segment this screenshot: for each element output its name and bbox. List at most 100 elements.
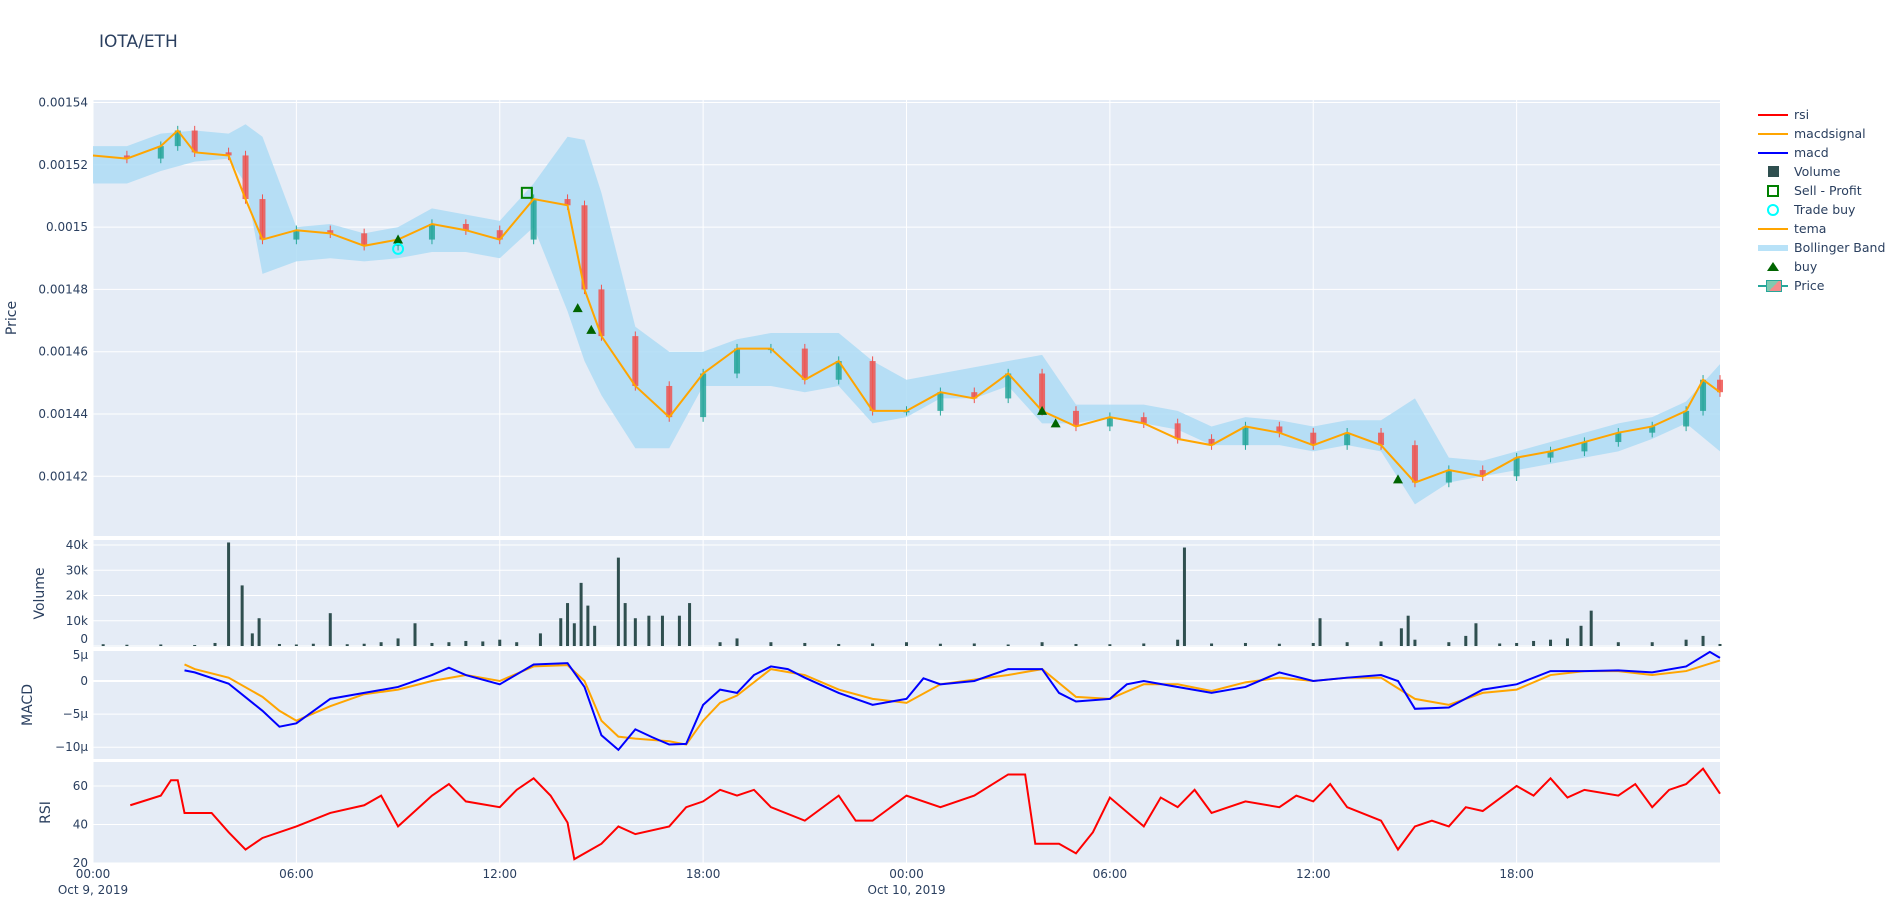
- legend-label: Sell - Profit: [1794, 183, 1862, 198]
- legend-label: macdsignal: [1794, 126, 1866, 141]
- candle: [835, 361, 842, 380]
- candle: [157, 146, 164, 159]
- buy-marker: [586, 324, 597, 334]
- candle: [581, 205, 588, 290]
- volume-bar: [430, 642, 434, 646]
- candle: [801, 348, 808, 380]
- x-tick-label: 06:00: [1093, 867, 1128, 881]
- legend-item-volume[interactable]: Volume: [1756, 162, 1885, 181]
- rsi-axis-title: RSI: [38, 801, 54, 824]
- volume-bar: [250, 633, 254, 646]
- volume-bar: [566, 603, 570, 646]
- volume-bar: [159, 644, 163, 646]
- legend-item-rsi[interactable]: rsi: [1756, 105, 1885, 124]
- legend-item-bollinger-band[interactable]: Bollinger Band: [1756, 238, 1885, 257]
- volume-bar: [1210, 643, 1214, 646]
- volume-bar: [515, 642, 519, 646]
- volume-bar: [1701, 635, 1705, 646]
- volume-bar: [447, 642, 451, 646]
- x-tick-label: 12:00: [482, 867, 517, 881]
- legend-item-trade-buy[interactable]: Trade buy: [1756, 200, 1885, 219]
- candle: [530, 199, 537, 240]
- volume-bar: [938, 643, 942, 646]
- legend-label: Volume: [1794, 164, 1841, 179]
- candle: [191, 130, 198, 153]
- candle: [259, 199, 266, 240]
- rsi-tick-label: 20: [73, 856, 88, 870]
- candle: [1378, 432, 1385, 446]
- volume-bar: [1650, 642, 1654, 646]
- candle: [971, 392, 978, 399]
- volume-bar: [328, 613, 332, 646]
- candle: [293, 230, 300, 240]
- legend-item-macdsignal[interactable]: macdsignal: [1756, 124, 1885, 143]
- volume-bar: [277, 643, 281, 646]
- candle: [734, 348, 741, 374]
- rsi-tick-label: 60: [73, 779, 88, 793]
- volume-bar: [586, 605, 590, 646]
- legend: rsi macdsignal macd Volume Sell - Profit Trad…: [1756, 105, 1885, 295]
- price-tick-label: 0.00154: [38, 96, 88, 110]
- volume-bar: [538, 633, 542, 646]
- candle: [174, 130, 181, 147]
- volume-bar: [623, 603, 627, 646]
- open-circle-legend-icon: [1756, 200, 1790, 219]
- bollinger-band: [93, 124, 1720, 505]
- candle: [1581, 442, 1588, 452]
- volume-bar: [677, 615, 681, 646]
- candle: [1174, 423, 1181, 439]
- volume-bar: [593, 625, 597, 646]
- legend-item-sell-profit[interactable]: Sell - Profit: [1756, 181, 1885, 200]
- volume-bar: [396, 638, 400, 646]
- volume-bar: [1474, 623, 1478, 646]
- volume-bar: [1565, 638, 1569, 646]
- macd-axis-title: MACD: [20, 684, 36, 726]
- candle: [700, 373, 707, 418]
- candle: [1717, 379, 1723, 393]
- candle: [1242, 426, 1249, 446]
- price-tick-label: 0.0015: [46, 220, 88, 234]
- legend-item-buy[interactable]: buy: [1756, 257, 1885, 276]
- candle: [1445, 470, 1452, 483]
- price-tick-label: 0.00152: [38, 158, 88, 172]
- volume-bar: [498, 639, 502, 646]
- volume-bar: [1311, 642, 1315, 646]
- buy-marker: [572, 303, 583, 313]
- legend-item-price[interactable]: Price: [1756, 276, 1885, 295]
- legend-label: Bollinger Band: [1794, 240, 1886, 255]
- candle: [1513, 457, 1520, 477]
- candle: [666, 385, 673, 418]
- volume-bar: [413, 623, 417, 646]
- macd-line: [184, 650, 1721, 752]
- volume-bar: [1277, 643, 1281, 646]
- volume-bar: [1182, 547, 1186, 646]
- x-tick-label: 00:00: [76, 867, 111, 881]
- volume-bar: [579, 582, 583, 646]
- volume-tick-label: 20k: [66, 589, 88, 603]
- volume-tick-label: 30k: [66, 563, 88, 577]
- price-tick-label: 0.00148: [38, 282, 88, 296]
- legend-item-macd[interactable]: macd: [1756, 143, 1885, 162]
- triangle-legend-icon: [1756, 257, 1790, 276]
- candle: [1615, 432, 1622, 443]
- legend-item-tema[interactable]: tema: [1756, 219, 1885, 238]
- price-tick-label: 0.00144: [38, 407, 88, 421]
- candle: [327, 230, 334, 234]
- volume-bar: [1579, 625, 1583, 646]
- buy-marker: [1392, 474, 1403, 484]
- volume-bar: [464, 640, 468, 646]
- volume-bar: [647, 615, 651, 646]
- candle: [869, 361, 876, 411]
- line-legend-icon: [1756, 124, 1790, 143]
- candle: [1005, 373, 1012, 399]
- tema-line: [92, 129, 1721, 484]
- buy-marker: [1050, 418, 1061, 428]
- candle-legend-icon: [1756, 276, 1790, 295]
- volume-tick-label: 0: [80, 632, 88, 646]
- legend-label: buy: [1794, 259, 1818, 274]
- legend-label: rsi: [1794, 107, 1810, 122]
- volume-bar: [345, 644, 349, 646]
- macd-tick-label: 5µ: [73, 648, 89, 662]
- volume-bar: [1074, 643, 1078, 646]
